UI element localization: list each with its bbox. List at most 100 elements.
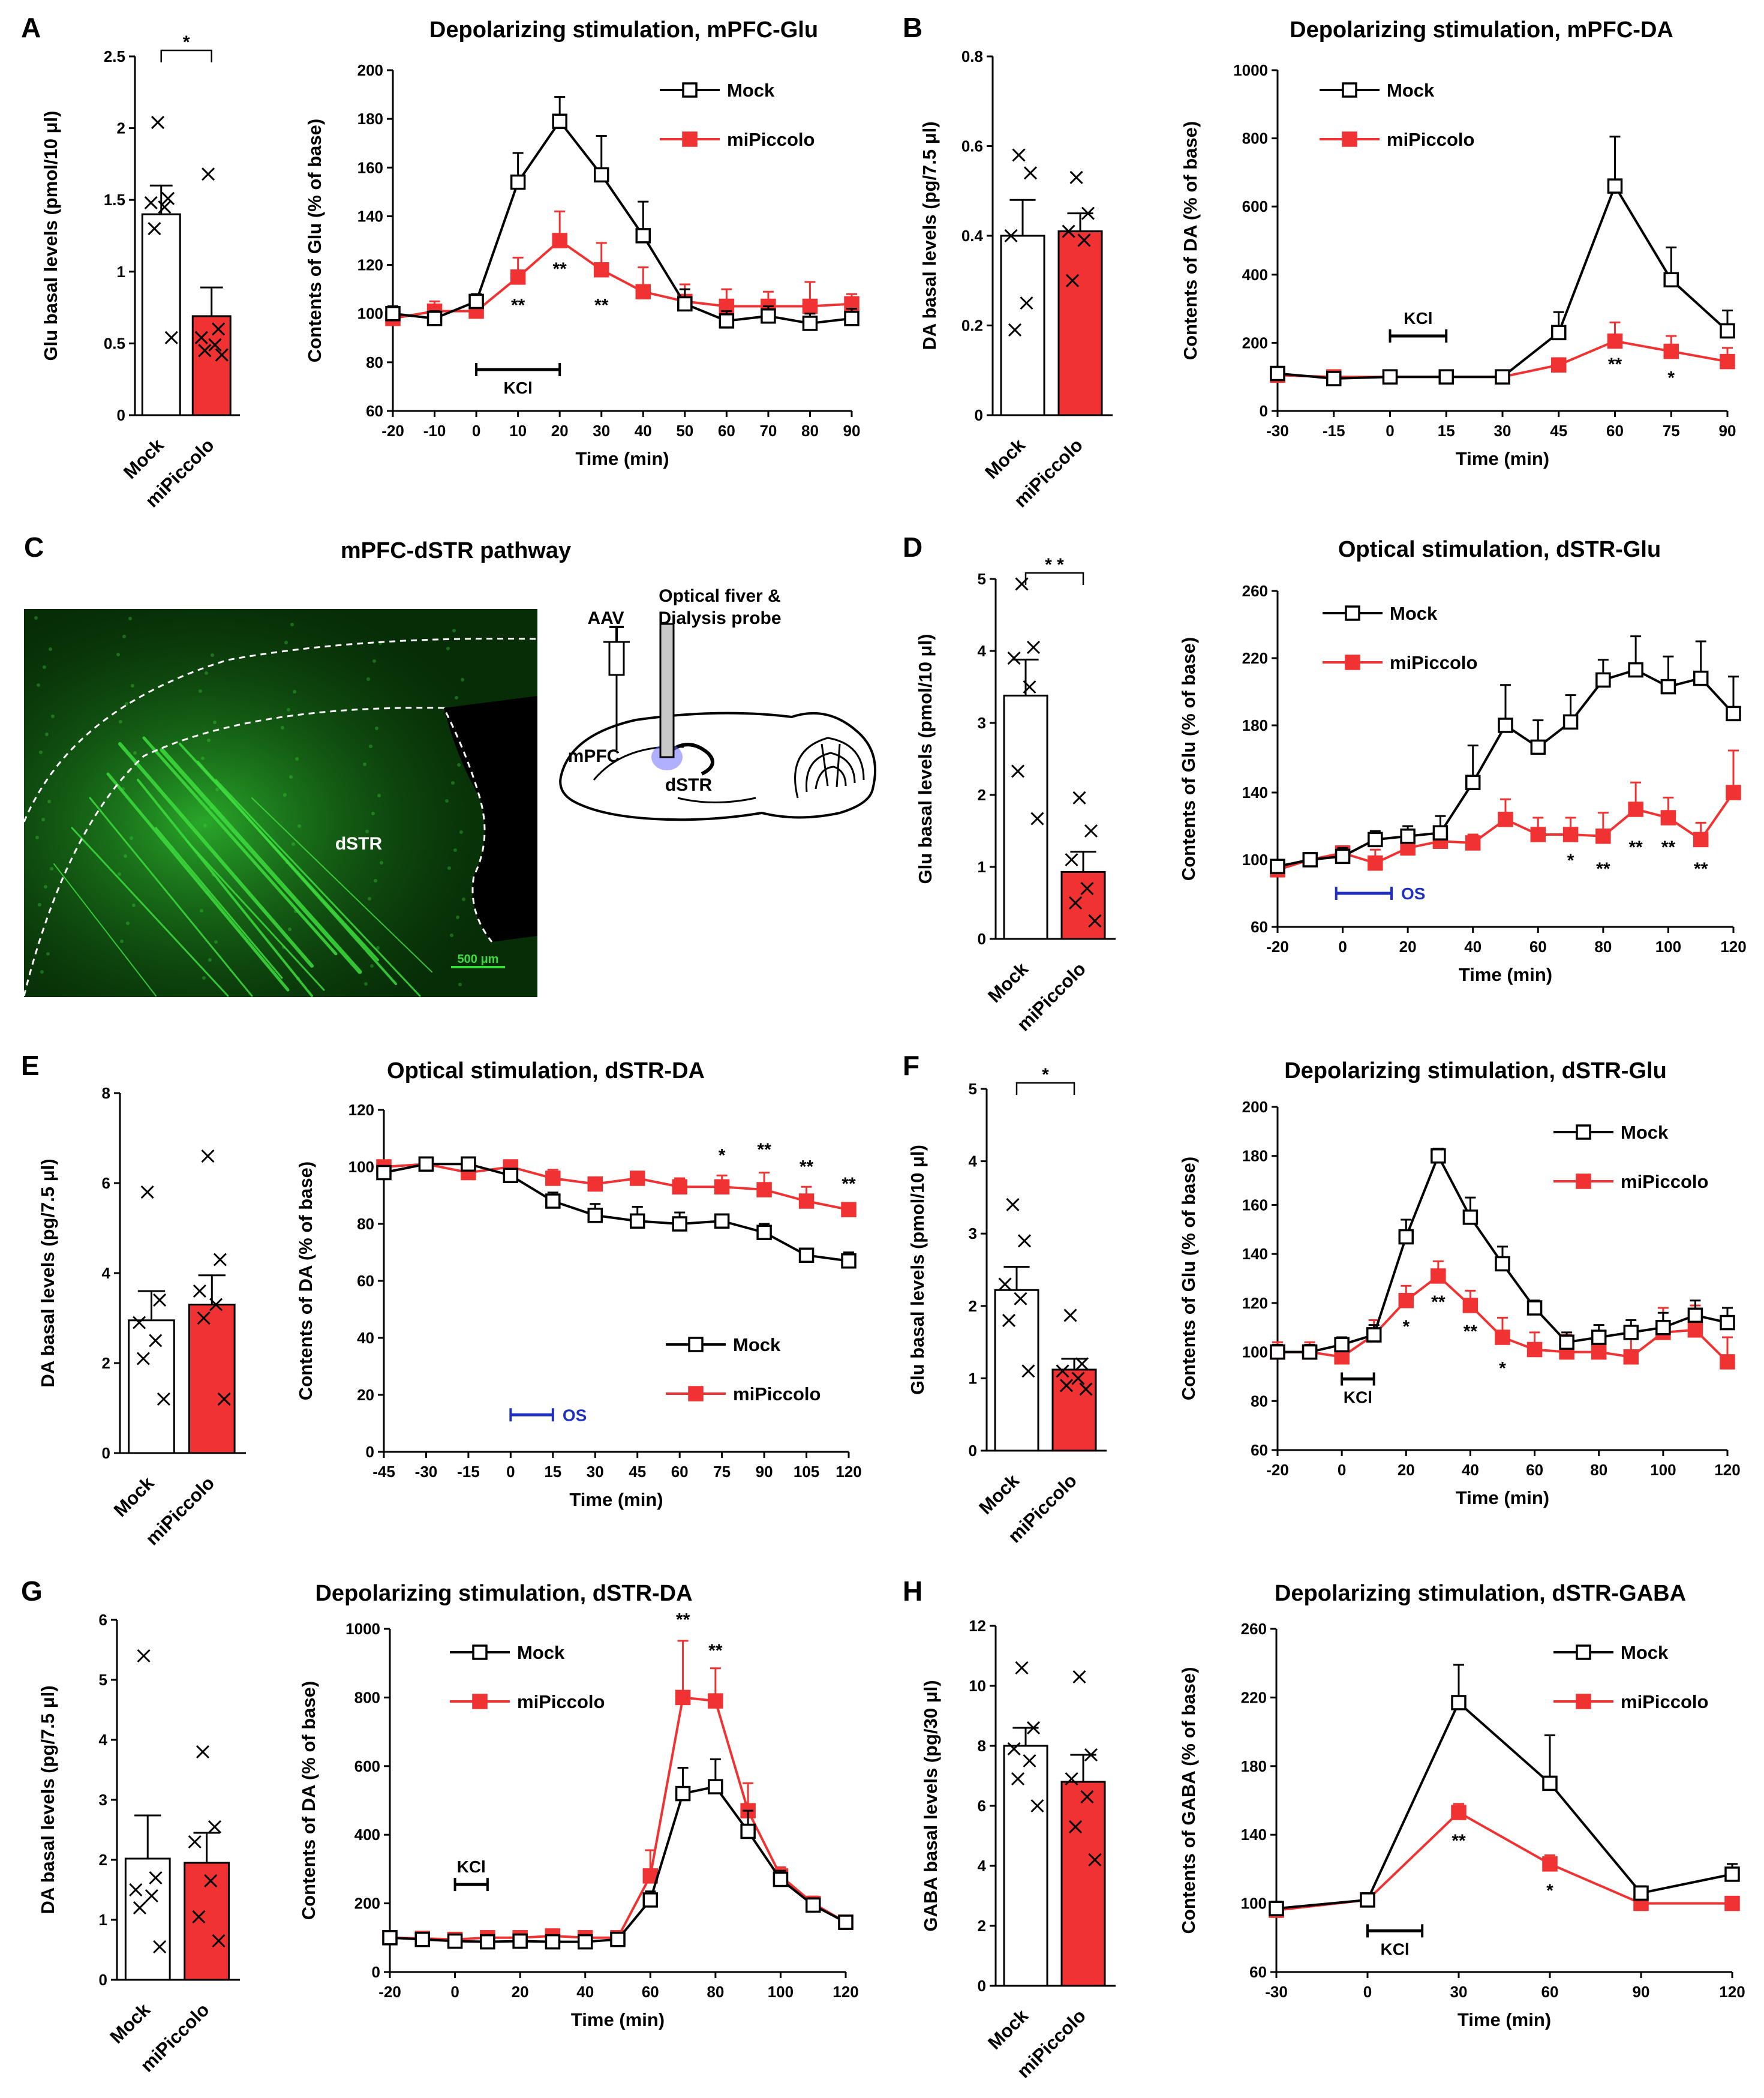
schematic-probe-label-2: Dialysis probe <box>658 608 781 628</box>
data-point <box>149 1871 163 1885</box>
data-point <box>756 1182 772 1197</box>
data-point <box>201 1149 215 1163</box>
data-point <box>1026 640 1041 655</box>
x-tick-label: 90 <box>1719 422 1736 440</box>
data-point <box>629 1213 645 1229</box>
data-point <box>1008 323 1022 337</box>
micrograph-speckle <box>46 952 50 956</box>
data-point <box>133 1316 146 1329</box>
stimulation-marker: KCl <box>1366 1924 1424 1958</box>
data-point <box>1360 1892 1375 1908</box>
y-tick-label: 10 <box>969 1677 986 1695</box>
y-tick-label: 2.5 <box>104 47 125 65</box>
panel-label-e: E <box>21 1050 40 1081</box>
x-tick-label: -15 <box>1323 422 1345 440</box>
micrograph-speckle <box>459 830 463 834</box>
y-tick-label: 120 <box>1242 1294 1268 1312</box>
micrograph-fiber <box>137 779 313 997</box>
micrograph-speckle <box>451 781 455 785</box>
point-stroke <box>137 1649 151 1663</box>
data-point <box>1334 1337 1350 1353</box>
data-point <box>1023 680 1036 694</box>
y-tick-label: 0.2 <box>961 317 983 335</box>
significance-marker: ** <box>1431 1292 1446 1312</box>
x-tick-label: 45 <box>629 1463 646 1481</box>
x-tick-label: 120 <box>836 1463 861 1481</box>
data-point <box>761 308 776 324</box>
micrograph-speckle <box>130 836 133 840</box>
y-axis-label: Glu basal levels (pmol/10 μl) <box>40 111 61 361</box>
point-stroke <box>1084 1748 1098 1762</box>
data-point <box>1080 881 1094 896</box>
micrograph-speckle <box>40 970 44 974</box>
data-point <box>1030 1799 1044 1813</box>
data-point <box>1398 1293 1414 1308</box>
point-stroke <box>1071 1371 1085 1385</box>
significance-marker: * * <box>1045 555 1064 575</box>
data-point <box>1495 1329 1510 1345</box>
y-axis-label: Contents of GABA (% of base) <box>1178 1667 1199 1934</box>
point-stroke <box>212 322 226 336</box>
micrograph-speckle <box>131 684 134 688</box>
micrograph-speckle <box>283 793 287 797</box>
micrograph-speckle <box>455 696 458 700</box>
x-axis-label: Time (min) <box>1459 964 1552 985</box>
data-point <box>1023 1754 1036 1768</box>
data-point <box>1663 343 1679 359</box>
x-tick-label: 30 <box>593 422 610 440</box>
micrograph-speckle <box>201 757 205 760</box>
data-point <box>1004 229 1018 243</box>
data-point <box>672 1179 687 1194</box>
data-point <box>1559 1334 1574 1350</box>
micrograph-speckle <box>286 860 289 864</box>
significance-marker: ** <box>553 259 567 279</box>
x-tick-label: 60 <box>1606 422 1624 440</box>
data-point <box>208 338 222 352</box>
data-point <box>1660 810 1676 826</box>
bar-category-label: Mock <box>110 1472 158 1521</box>
y-tick-label: 140 <box>357 207 383 225</box>
data-point <box>1720 1354 1735 1370</box>
data-point <box>129 1883 143 1897</box>
data-point <box>1021 1364 1035 1378</box>
bar-category-label: Mock <box>984 958 1032 1007</box>
data-point <box>1693 832 1709 848</box>
probe-icon <box>651 623 683 770</box>
point-stroke <box>1084 824 1098 838</box>
data-point <box>1006 1197 1020 1212</box>
legend: Mock miPiccolo <box>1553 1642 1708 1712</box>
data-point <box>587 1208 603 1223</box>
data-point <box>1726 706 1741 722</box>
data-point <box>1007 1742 1021 1756</box>
data-point <box>1071 1371 1085 1385</box>
brain-schematic: AAV Optical fiver & Dialysis probe mPFC … <box>559 586 877 821</box>
micrograph-speckle <box>214 940 218 944</box>
micrograph-speckle <box>364 982 368 986</box>
significance-marker: * <box>1499 1358 1506 1378</box>
data-point <box>426 311 443 326</box>
data-point <box>1056 1364 1069 1378</box>
data-point <box>802 316 818 331</box>
schematic-mpfc-label: mPFC <box>568 746 620 766</box>
micrograph-speckle <box>287 708 290 712</box>
data-point <box>1495 369 1510 385</box>
micrograph-speckle <box>445 799 449 803</box>
data-point <box>192 1910 206 1924</box>
x-tick-label: -15 <box>457 1463 480 1481</box>
data-point <box>1542 1775 1558 1791</box>
point-stroke <box>1011 764 1025 778</box>
figure-content: A Mock miPiccolo 0 0.5 1 1.5 2 2.5 Glu basal leve… <box>21 12 1747 2082</box>
x-tick-label: 40 <box>1462 1461 1479 1479</box>
micrograph-speckle <box>43 665 46 669</box>
data-point <box>1438 369 1454 385</box>
y-tick-label: 60 <box>1251 918 1268 936</box>
x-tick-label: 75 <box>713 1463 731 1481</box>
significance-marker: ** <box>1452 1831 1466 1851</box>
series-line <box>392 119 852 325</box>
point-stroke <box>1015 1661 1029 1675</box>
micrograph-speckle <box>126 922 130 925</box>
data-point <box>198 344 212 358</box>
micrograph-speckle <box>457 763 461 767</box>
legend-label: Mock <box>727 80 775 101</box>
